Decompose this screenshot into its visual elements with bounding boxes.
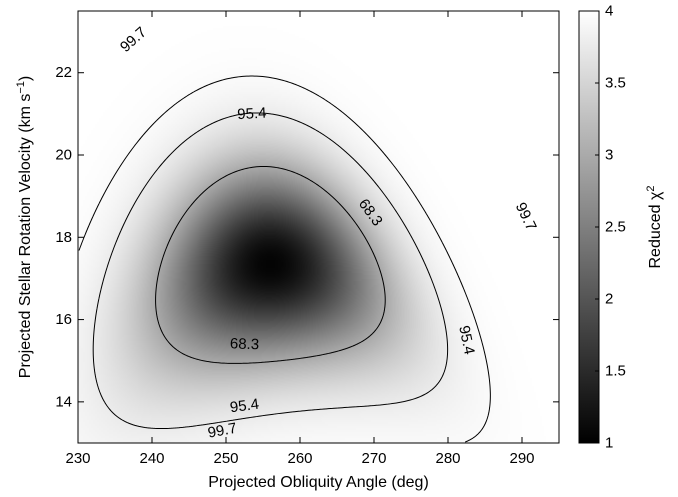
- contour-line-99.7: [78, 75, 491, 443]
- colorbar-tick-label: 1.5: [605, 363, 626, 380]
- colorbar-ticks: 1 1.5 2 2.5 3 3.5 4: [595, 3, 626, 452]
- plot-area: 68.368.395.495.495.499.799.799.7: [77, 10, 560, 444]
- colorbar-tick-label: 3: [605, 147, 613, 164]
- x-tick-label: 260: [287, 450, 312, 467]
- y-tick-label: 20: [55, 147, 72, 164]
- contour-label-95.4: 95.4: [237, 105, 267, 124]
- contour-label-68.3: 68.3: [230, 335, 260, 353]
- colorbar-label: Reduced χ2: [645, 185, 664, 268]
- y-axis-label-superscript: −1: [15, 81, 27, 94]
- y-axis-label-end: ): [17, 76, 34, 81]
- y-tick-label: 16: [55, 311, 72, 328]
- y-tick-label: 22: [55, 64, 72, 81]
- colorbar-tick-label: 1: [605, 435, 613, 452]
- confidence-contours: [78, 75, 491, 443]
- contour-line-95.4: [92, 112, 449, 430]
- y-axis-label-main: Projected Stellar Rotation Velocity (km …: [17, 94, 34, 379]
- plot-frame: [77, 10, 560, 444]
- y-tick-label: 14: [55, 393, 72, 410]
- x-tick-label: 270: [361, 450, 386, 467]
- contour-label-95.4: 95.4: [229, 396, 260, 417]
- y-axis-label: Projected Stellar Rotation Velocity (km …: [15, 76, 34, 378]
- x-tick-label: 290: [509, 450, 534, 467]
- x-axis-ticks: 230 240 250 260 270 280 290: [65, 11, 535, 467]
- colorbar-tick-label: 2.5: [605, 219, 626, 236]
- contour-label-99.7: 99.7: [206, 420, 238, 442]
- x-axis-label: Projected Obliquity Angle (deg): [208, 474, 429, 491]
- y-tick-label: 18: [55, 229, 72, 246]
- colorbar: 11.522.533.54 Reduced χ2: [578, 3, 664, 452]
- colorbar-tick-label: 2: [605, 291, 613, 308]
- colorbar-label-main: Reduced χ: [647, 191, 664, 268]
- contour-label-95.4: 95.4: [455, 324, 478, 356]
- colorbar-tick-label: 4: [605, 3, 613, 20]
- colorbar-label-superscript: 2: [645, 185, 657, 191]
- heatmap-image: [78, 11, 559, 443]
- colorbar-tick-label: 3.5: [605, 75, 626, 92]
- x-tick-label: 280: [435, 450, 460, 467]
- contour-line-68.3: [155, 165, 386, 364]
- y-axis-ticks: 14 16 18 20 22: [55, 64, 559, 410]
- x-tick-label: 240: [139, 450, 164, 467]
- x-tick-label: 250: [213, 450, 238, 467]
- x-tick-label: 230: [65, 450, 90, 467]
